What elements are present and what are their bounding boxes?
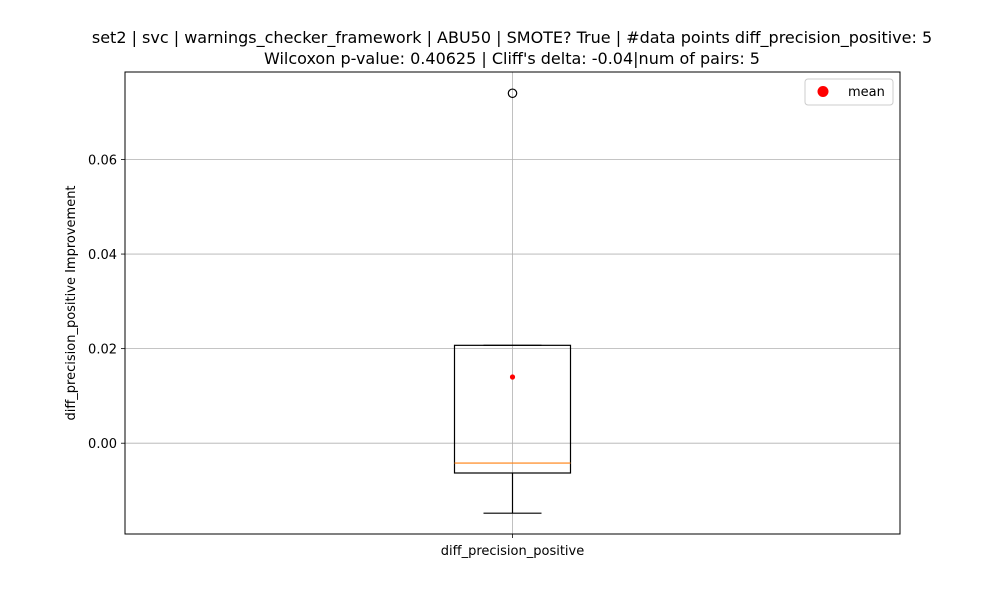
- y-tick-label: 0.00: [88, 437, 117, 452]
- interquartile-box: [453, 344, 572, 474]
- y-tick-label: 0.02: [88, 343, 117, 358]
- x-axis-ticks: diff_precision_positive: [441, 534, 584, 559]
- y-axis-ticks: 0.00 0.02 0.04 0.06: [88, 153, 125, 452]
- y-axis-label: diff_precision_positive Improvement: [64, 185, 79, 420]
- legend-mean-label: mean: [848, 85, 885, 100]
- x-tick-label: diff_precision_positive: [441, 544, 584, 559]
- grid-lines: [125, 72, 900, 534]
- y-tick-label: 0.04: [88, 248, 117, 263]
- legend-frame: [804, 78, 894, 106]
- chart-title: set2 | svc | warnings_checker_framework …: [92, 28, 932, 48]
- legend: mean: [804, 78, 894, 106]
- legend-mean-marker: [817, 86, 829, 97]
- y-tick-label: 0.06: [88, 153, 117, 168]
- outlier-point: [507, 88, 518, 99]
- mean-point: [509, 374, 516, 380]
- box-plot: [453, 88, 572, 514]
- chart-subtitle: Wilcoxon p-value: 0.40625 | Cliff's delt…: [264, 49, 760, 68]
